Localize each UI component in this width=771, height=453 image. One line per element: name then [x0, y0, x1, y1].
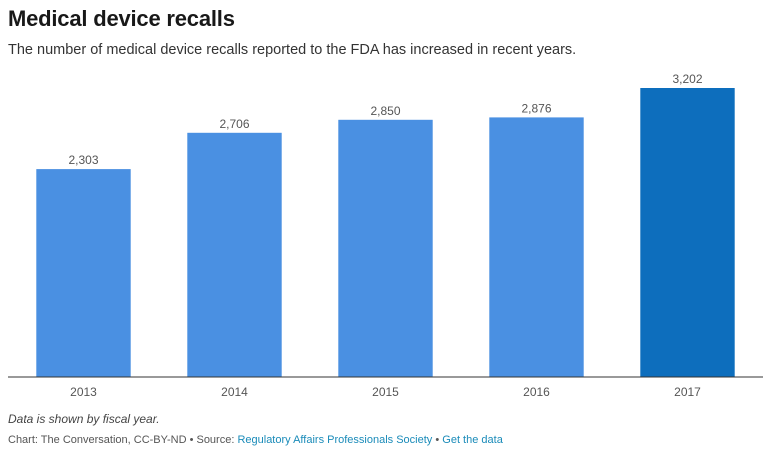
value-label-2013: 2,303 — [68, 153, 98, 167]
chart-subtitle: The number of medical device recalls rep… — [8, 42, 577, 58]
bar-2013 — [36, 169, 131, 377]
fiscal-year-note: Data is shown by fiscal year. — [8, 412, 160, 426]
credit-separator: • — [432, 434, 443, 446]
bar-2016 — [489, 117, 584, 378]
bar-2017 — [640, 88, 735, 377]
credit-text: Chart: The Conversation, CC-BY-ND • Sour… — [8, 434, 238, 446]
x-tick-label-2014: 2014 — [221, 385, 248, 399]
value-label-2014: 2,706 — [219, 117, 249, 131]
get-the-data-link[interactable]: Get the data — [442, 434, 503, 446]
source-link[interactable]: Regulatory Affairs Professionals Society — [237, 434, 433, 446]
x-tick-label-2016: 2016 — [523, 385, 550, 399]
value-label-2017: 3,202 — [672, 72, 702, 86]
x-tick-label-2017: 2017 — [674, 385, 701, 399]
x-tick-label-2013: 2013 — [70, 385, 97, 399]
value-label-2016: 2,876 — [521, 101, 551, 115]
bar-2015 — [338, 119, 433, 378]
value-label-2015: 2,850 — [370, 104, 400, 118]
bar-2014 — [187, 132, 282, 377]
chart-title: Medical device recalls — [8, 6, 235, 31]
x-tick-label-2015: 2015 — [372, 385, 399, 399]
chart-credits: Chart: The Conversation, CC-BY-ND • Sour… — [8, 434, 503, 446]
